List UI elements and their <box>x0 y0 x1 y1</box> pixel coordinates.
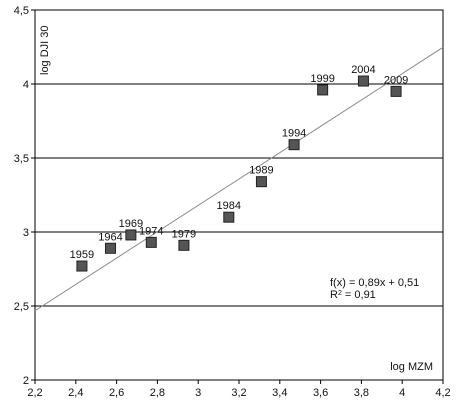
y-axis-title: log DJI 30 <box>39 25 51 75</box>
x-tick-label: 4,2 <box>435 387 450 399</box>
data-point-label: 1974 <box>139 225 163 237</box>
data-point <box>178 239 190 251</box>
data-points <box>76 75 402 272</box>
data-point-label: 1999 <box>310 73 334 85</box>
x-tick-label: 2,8 <box>150 387 165 399</box>
x-tick-label: 2,4 <box>68 387 83 399</box>
grid-lines <box>35 83 443 307</box>
data-point <box>390 85 402 97</box>
data-point-label: 1959 <box>70 249 94 261</box>
data-point <box>76 260 88 272</box>
r2-suffix: = 0,91 <box>342 289 376 301</box>
axis-ticks: 2 2,5 3 3,5 4 4,5 2,2 2,4 2,6 2,8 3 3,2 3,4 3,6 3,8 4 4,… <box>14 5 451 399</box>
data-point-label: 1969 <box>119 218 143 230</box>
data-point-label: 2004 <box>351 64 375 76</box>
data-point <box>223 211 235 223</box>
x-tick-label: 4 <box>399 387 405 399</box>
data-point <box>317 84 329 96</box>
data-point <box>145 236 157 248</box>
x-tick-label: 3,6 <box>313 387 328 399</box>
y-tick-label: 2,5 <box>14 301 29 313</box>
x-tick-label: 3 <box>195 387 201 399</box>
data-point <box>104 242 116 254</box>
x-tick-label: 3,4 <box>272 387 287 399</box>
data-point <box>288 139 300 151</box>
y-tick-label: 4,5 <box>14 5 29 17</box>
trendline-group <box>34 46 444 312</box>
y-tick-label: 2 <box>23 375 29 387</box>
y-tick-label: 3 <box>23 227 29 239</box>
r2-superscript: 2 <box>338 290 342 297</box>
data-point-label: 1984 <box>217 200 241 212</box>
r-squared-label: R2 = 0,91 <box>330 289 376 301</box>
r2-prefix: R <box>330 289 338 301</box>
x-tick-label: 3,8 <box>354 387 369 399</box>
plot-frame <box>34 9 444 381</box>
x-tick-label: 3,2 <box>231 387 246 399</box>
x-tick-label: 2,2 <box>27 387 42 399</box>
data-point-label: 1979 <box>172 228 196 240</box>
data-point <box>357 75 369 87</box>
trendline-equation: f(x) = 0,89x + 0,51 <box>330 277 419 289</box>
data-point-label: 1994 <box>282 128 306 140</box>
y-tick-label: 4 <box>23 79 29 91</box>
x-axis-title: log MZM <box>390 361 433 373</box>
data-point <box>125 229 137 241</box>
data-point-label: 1964 <box>98 231 122 243</box>
x-tick-label: 2,6 <box>109 387 124 399</box>
data-point-label: 1989 <box>249 165 273 177</box>
data-point-label: 2009 <box>384 74 408 86</box>
data-point <box>255 176 267 188</box>
trendline <box>34 46 444 312</box>
y-tick-label: 3,5 <box>14 153 29 165</box>
